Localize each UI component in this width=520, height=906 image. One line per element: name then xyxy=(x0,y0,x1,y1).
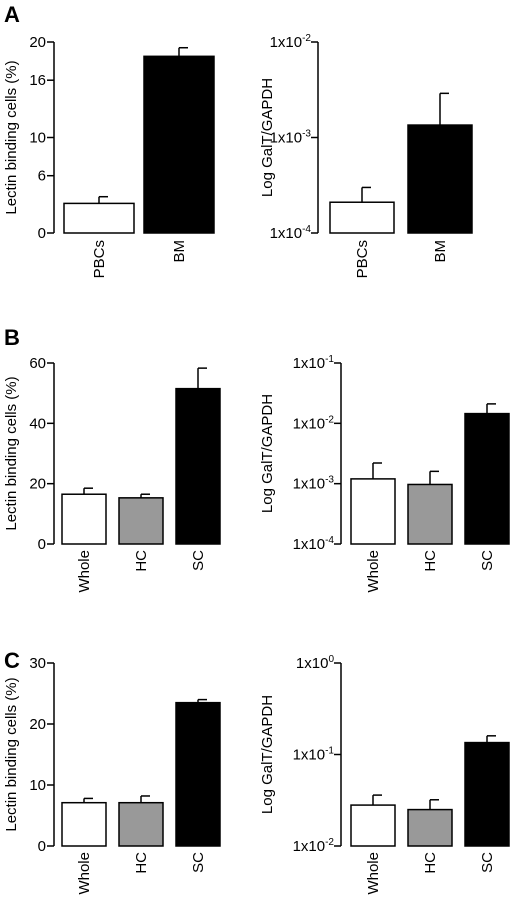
y-tick-label: 20 xyxy=(29,476,46,493)
bar-hc xyxy=(118,801,164,847)
bar-whole xyxy=(61,493,107,545)
category-label: HC xyxy=(133,852,150,874)
panel-letter: C xyxy=(4,648,20,673)
bar-sc xyxy=(175,387,221,545)
category-label: Whole xyxy=(76,550,93,593)
y-tick-label: 0 xyxy=(38,536,46,553)
y-tick-label: 1x10-2 xyxy=(293,837,335,855)
y-tick-label: 20 xyxy=(29,716,46,733)
y-tick-label: 16 xyxy=(29,72,46,89)
lectin-chart: 0 10 20 30 Lectin binding cells (%) Whole HC SC xyxy=(3,655,221,895)
category-label: SC xyxy=(190,550,207,571)
y-tick-label: 1x10-2 xyxy=(293,414,335,432)
category-label: HC xyxy=(133,550,150,572)
y-tick-label: 0 xyxy=(38,225,46,242)
bar-pbcs xyxy=(63,202,135,234)
y-axis-title: Lectin binding cells (%) xyxy=(3,376,20,530)
bar-whole xyxy=(350,804,396,847)
y-tick-label: 1x10-4 xyxy=(293,535,335,553)
bar-bm xyxy=(143,55,215,234)
category-label: HC xyxy=(422,852,439,874)
y-tick-label: 1x10-4 xyxy=(270,224,312,242)
lectin-chart: 0 6 10 16 20 Lectin binding cells (%) PBCs BM xyxy=(3,34,215,278)
y-tick-label: 10 xyxy=(29,777,46,794)
bar-bm xyxy=(407,124,473,234)
y-axis-title: Lectin binding cells (%) xyxy=(3,60,20,214)
category-label: PBCs xyxy=(91,240,108,278)
panel-letter: A xyxy=(4,2,20,27)
category-label: BM xyxy=(171,240,188,263)
panel-c: C 0 10 20 30 Lectin binding cells (%) Whole HC S… xyxy=(3,648,510,895)
y-tick-label: 60 xyxy=(29,355,46,372)
bar-sc xyxy=(175,701,221,847)
bar-whole xyxy=(61,801,107,847)
category-label: Whole xyxy=(365,550,382,593)
category-label: BM xyxy=(432,240,449,263)
lectin-chart: 0 20 40 60 Lectin binding cells (%) Whole HC SC xyxy=(3,355,221,593)
y-axis-title: Log GalT/GAPDH xyxy=(259,78,276,197)
category-label: SC xyxy=(190,852,207,873)
galt-chart: 1x10-4 1x10-3 1x10-2 Log GalT/GAPDH PBCs BM xyxy=(259,33,473,278)
y-tick-label: 30 xyxy=(29,655,46,672)
y-tick-label: 1x10-3 xyxy=(270,129,312,147)
category-label: Whole xyxy=(76,852,93,895)
category-label: SC xyxy=(479,852,496,873)
y-axis-title: Lectin binding cells (%) xyxy=(3,677,20,831)
category-label: PBCs xyxy=(354,240,371,278)
y-tick-label: 20 xyxy=(29,34,46,51)
bar-whole xyxy=(350,478,396,545)
bar-hc xyxy=(118,497,164,545)
y-tick-label: 1x10-1 xyxy=(293,746,335,764)
galt-chart: 1x10-4 1x10-3 1x10-2 1x10-1 Log GalT/GAPDH Wh… xyxy=(259,354,510,593)
y-tick-label: 6 xyxy=(38,168,46,185)
panel-b: B 0 20 40 60 Lectin binding cells (%) Whole HC S… xyxy=(3,325,510,593)
category-label: SC xyxy=(479,550,496,571)
bar-sc xyxy=(464,741,510,847)
category-label: Whole xyxy=(365,852,382,895)
galt-chart: 1x10-2 1x10-1 1x100 Log GalT/GAPDH Whole HC SC xyxy=(259,654,510,895)
y-axis-title: Log GalT/GAPDH xyxy=(259,394,276,513)
y-tick-label: 1x10-2 xyxy=(270,33,312,51)
y-tick-label: 0 xyxy=(38,838,46,855)
bar-pbcs xyxy=(329,201,395,234)
y-tick-label: 1x10-1 xyxy=(293,354,335,372)
panel-letter: B xyxy=(4,325,20,350)
y-tick-label: 1x10-3 xyxy=(293,475,335,493)
y-tick-label: 40 xyxy=(29,415,46,432)
y-axis-title: Log GalT/GAPDH xyxy=(259,695,276,814)
bar-hc xyxy=(407,808,453,847)
bar-sc xyxy=(464,412,510,545)
y-tick-label: 1x100 xyxy=(296,654,335,672)
bar-hc xyxy=(407,483,453,545)
y-tick-label: 10 xyxy=(29,130,46,147)
category-label: HC xyxy=(422,550,439,572)
